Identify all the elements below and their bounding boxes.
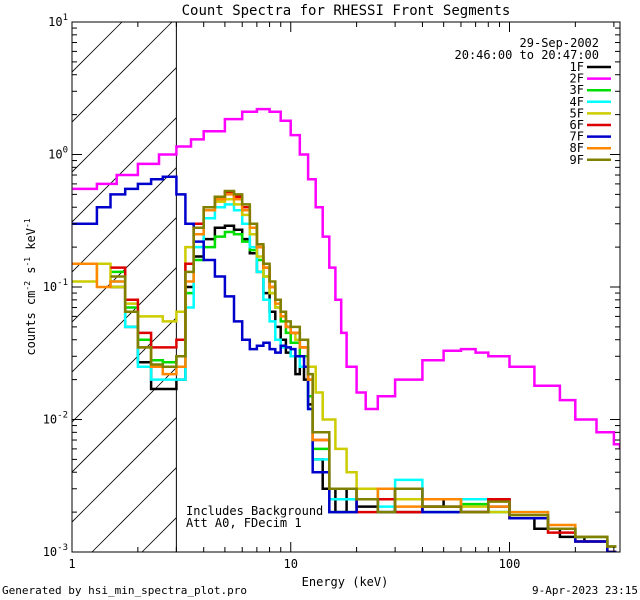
y-label-counts: counts cm: [24, 291, 38, 356]
legend-label-6f: 6F: [570, 118, 584, 132]
footer-generated-by: Generated by hsi_min_spectra_plot.pro: [2, 584, 247, 597]
y-label-exp-s: -1: [23, 257, 32, 267]
legend-label-4f: 4F: [570, 95, 584, 109]
axis-ticks: 1 10 100 10-3 10-2 10-1 100 101: [43, 13, 620, 571]
annotation-background: Includes Background: [186, 504, 323, 518]
legend-label-3f: 3F: [570, 83, 584, 97]
hatch-line: [72, 22, 173, 123]
series-8f: [72, 193, 617, 548]
y-tick-label: 10-3: [43, 543, 68, 559]
x-tick-label: 10: [284, 557, 298, 571]
footer-timestamp: 9-Apr-2023 23:15: [532, 584, 638, 597]
y-tick-label: 101: [48, 13, 68, 29]
series-layer: [72, 107, 620, 552]
legend-label-5f: 5F: [570, 106, 584, 120]
y-label-exp-cm: -2: [23, 281, 32, 291]
legend-label-7f: 7F: [570, 130, 584, 144]
legend-time-range: 20:46:00 to 20:47:00: [455, 48, 600, 62]
y-label-kev: keV: [24, 228, 38, 257]
legend-label-8f: 8F: [570, 141, 584, 155]
y-label-exp-kev: -1: [23, 218, 32, 228]
y-tick-label: 10-2: [43, 411, 68, 427]
y-axis-label: counts cm-2 s-1 keV-1: [23, 218, 38, 355]
hatch-line: [72, 367, 177, 473]
y-label-s: s: [24, 267, 38, 281]
series-2f: [72, 107, 620, 449]
x-axis-label: Energy (keV): [302, 575, 389, 589]
y-tick-label: 100: [48, 146, 68, 162]
y-tick-label: 10-1: [43, 278, 68, 294]
legend-date: 29-Sep-2002: [520, 36, 599, 50]
legend-label-9f: 9F: [570, 153, 584, 167]
series-9f: [110, 189, 617, 548]
hatch-line: [72, 267, 177, 373]
x-tick-label: 1: [68, 557, 75, 571]
annotation-attenuator: Att A0, FDecim 1: [186, 516, 302, 530]
legend-label-2f: 2F: [570, 72, 584, 86]
hatch-line: [72, 417, 177, 523]
x-tick-label: 100: [499, 557, 521, 571]
hatch-line: [72, 67, 177, 173]
chart-title: Count Spectra for RHESSI Front Segments: [182, 3, 511, 19]
legend-label-1f: 1F: [570, 60, 584, 74]
